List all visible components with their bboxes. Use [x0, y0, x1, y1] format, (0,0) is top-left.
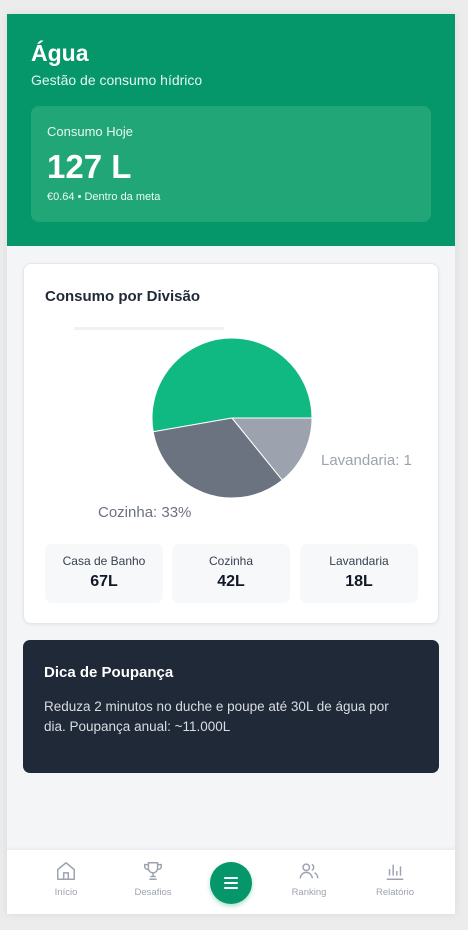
users-icon — [299, 863, 319, 879]
app-screen: Água Gestão de consumo hídrico Consumo H… — [7, 14, 455, 914]
nav-item-inicio[interactable]: Início — [34, 860, 98, 908]
nav-menu-button[interactable] — [210, 862, 252, 904]
chart-title: Consumo por Divisão — [45, 288, 201, 305]
pie-slice-lavandaria — [230, 417, 313, 481]
stat-lavandaria: Lavandaria 18L — [300, 544, 418, 603]
stat-label: Lavandaria — [329, 554, 389, 568]
today-value: 127 L — [47, 148, 132, 185]
stat-value: 67L — [90, 573, 118, 590]
stat-label: Cozinha — [208, 554, 254, 568]
pie-slice-cozinha — [152, 417, 284, 499]
today-consumption-card: Consumo Hoje 127 L €0.64 • Dentro da met… — [31, 106, 431, 222]
stat-cozinha: Cozinha 42L — [172, 544, 290, 603]
division-chart-card: Consumo por Divisão Cozinha: 33% Lavanda… — [23, 263, 439, 624]
stat-casa-de-banho: Casa de Banho 67L — [45, 544, 163, 603]
header: Água Gestão de consumo hídrico Consumo H… — [7, 14, 455, 246]
stat-value: 42L — [217, 573, 245, 590]
nav-label: Ranking — [291, 887, 327, 898]
tip-text: Reduza 2 minutos no duche e poupe até 30… — [44, 699, 389, 734]
today-meta: €0.64 • Dentro da meta — [47, 191, 161, 203]
stat-value: 18L — [345, 573, 373, 590]
trophy-icon — [144, 862, 162, 880]
tip-title: Dica de Poupança — [44, 664, 174, 681]
nav-item-relatorio[interactable]: Relatório — [363, 860, 427, 908]
pie-data-label-lavandaria: Lavandaria: 1 — [321, 452, 412, 469]
nav-label: Início — [54, 887, 78, 898]
bottom-nav: Início Desafios Ranking — [7, 850, 455, 914]
nav-label: Relatório — [375, 887, 415, 898]
page-subtitle: Gestão de consumo hídrico — [31, 72, 203, 88]
bar-chart-icon — [386, 864, 404, 880]
today-label: Consumo Hoje — [47, 124, 133, 139]
home-icon — [57, 862, 75, 880]
nav-item-ranking[interactable]: Ranking — [277, 860, 341, 908]
nav-item-desafios[interactable]: Desafios — [121, 860, 185, 908]
page-title: Água — [31, 40, 89, 66]
menu-icon — [224, 877, 238, 889]
saving-tip-card: Dica de Poupança Reduza 2 minutos no duc… — [23, 640, 439, 773]
pie-slice-casa-de-banho — [151, 337, 313, 433]
stat-label: Casa de Banho — [62, 554, 146, 568]
pie-chart: Cozinha: 33% Lavandaria: 1 — [74, 327, 412, 521]
nav-label: Desafios — [134, 887, 172, 898]
pie-data-label-cozinha: Cozinha: 33% — [98, 504, 191, 521]
